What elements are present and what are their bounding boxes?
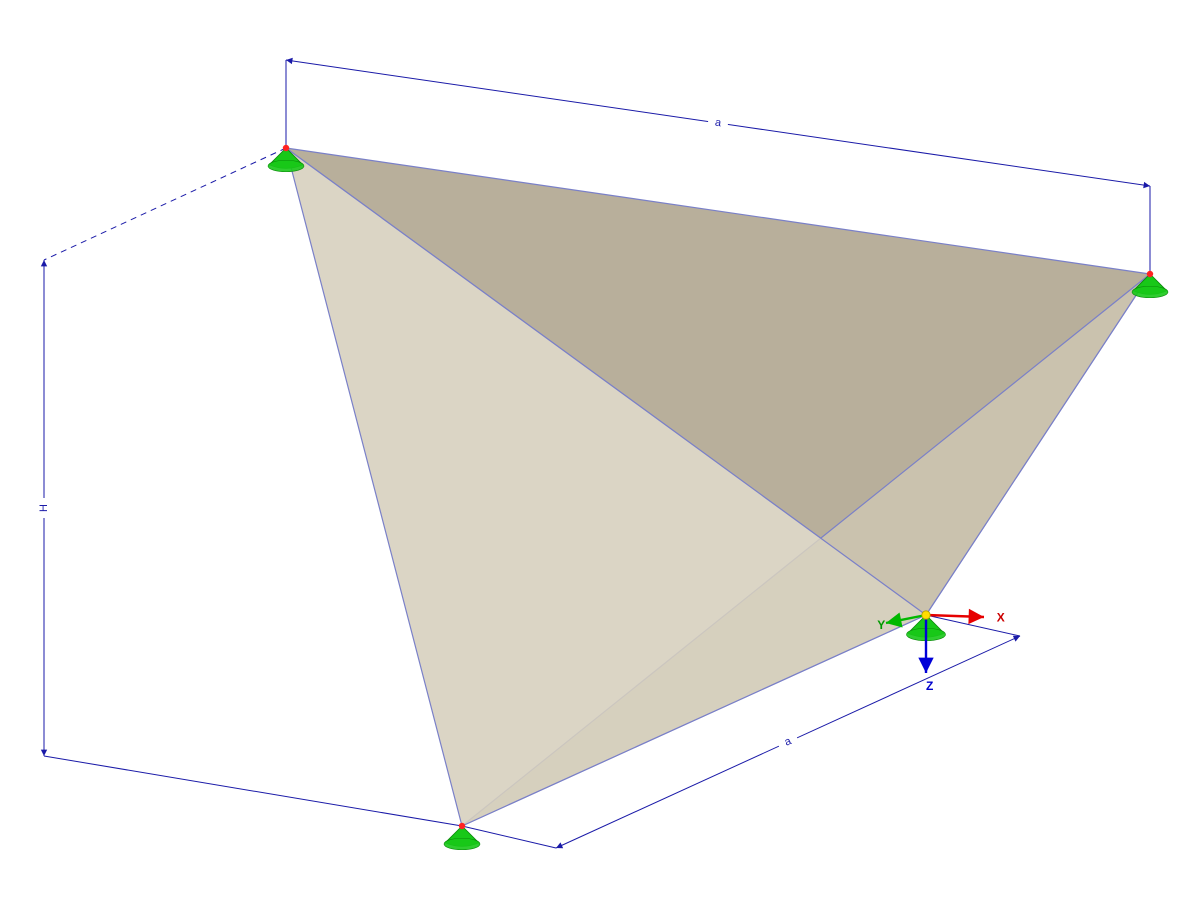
- node-dot: [1147, 271, 1153, 277]
- axis-label-z: Z: [926, 679, 933, 693]
- node-dot: [283, 145, 289, 151]
- axis-label-y: Y: [877, 618, 885, 632]
- axis-label-x: X: [997, 610, 1005, 624]
- node-dot: [459, 823, 465, 829]
- origin-dot: [922, 611, 930, 619]
- structural-diagram: aaHXYZ: [0, 0, 1200, 900]
- dim-height-H-label: H: [38, 504, 50, 512]
- folded-plate: [286, 148, 1150, 826]
- support-front_bottom: [444, 823, 480, 850]
